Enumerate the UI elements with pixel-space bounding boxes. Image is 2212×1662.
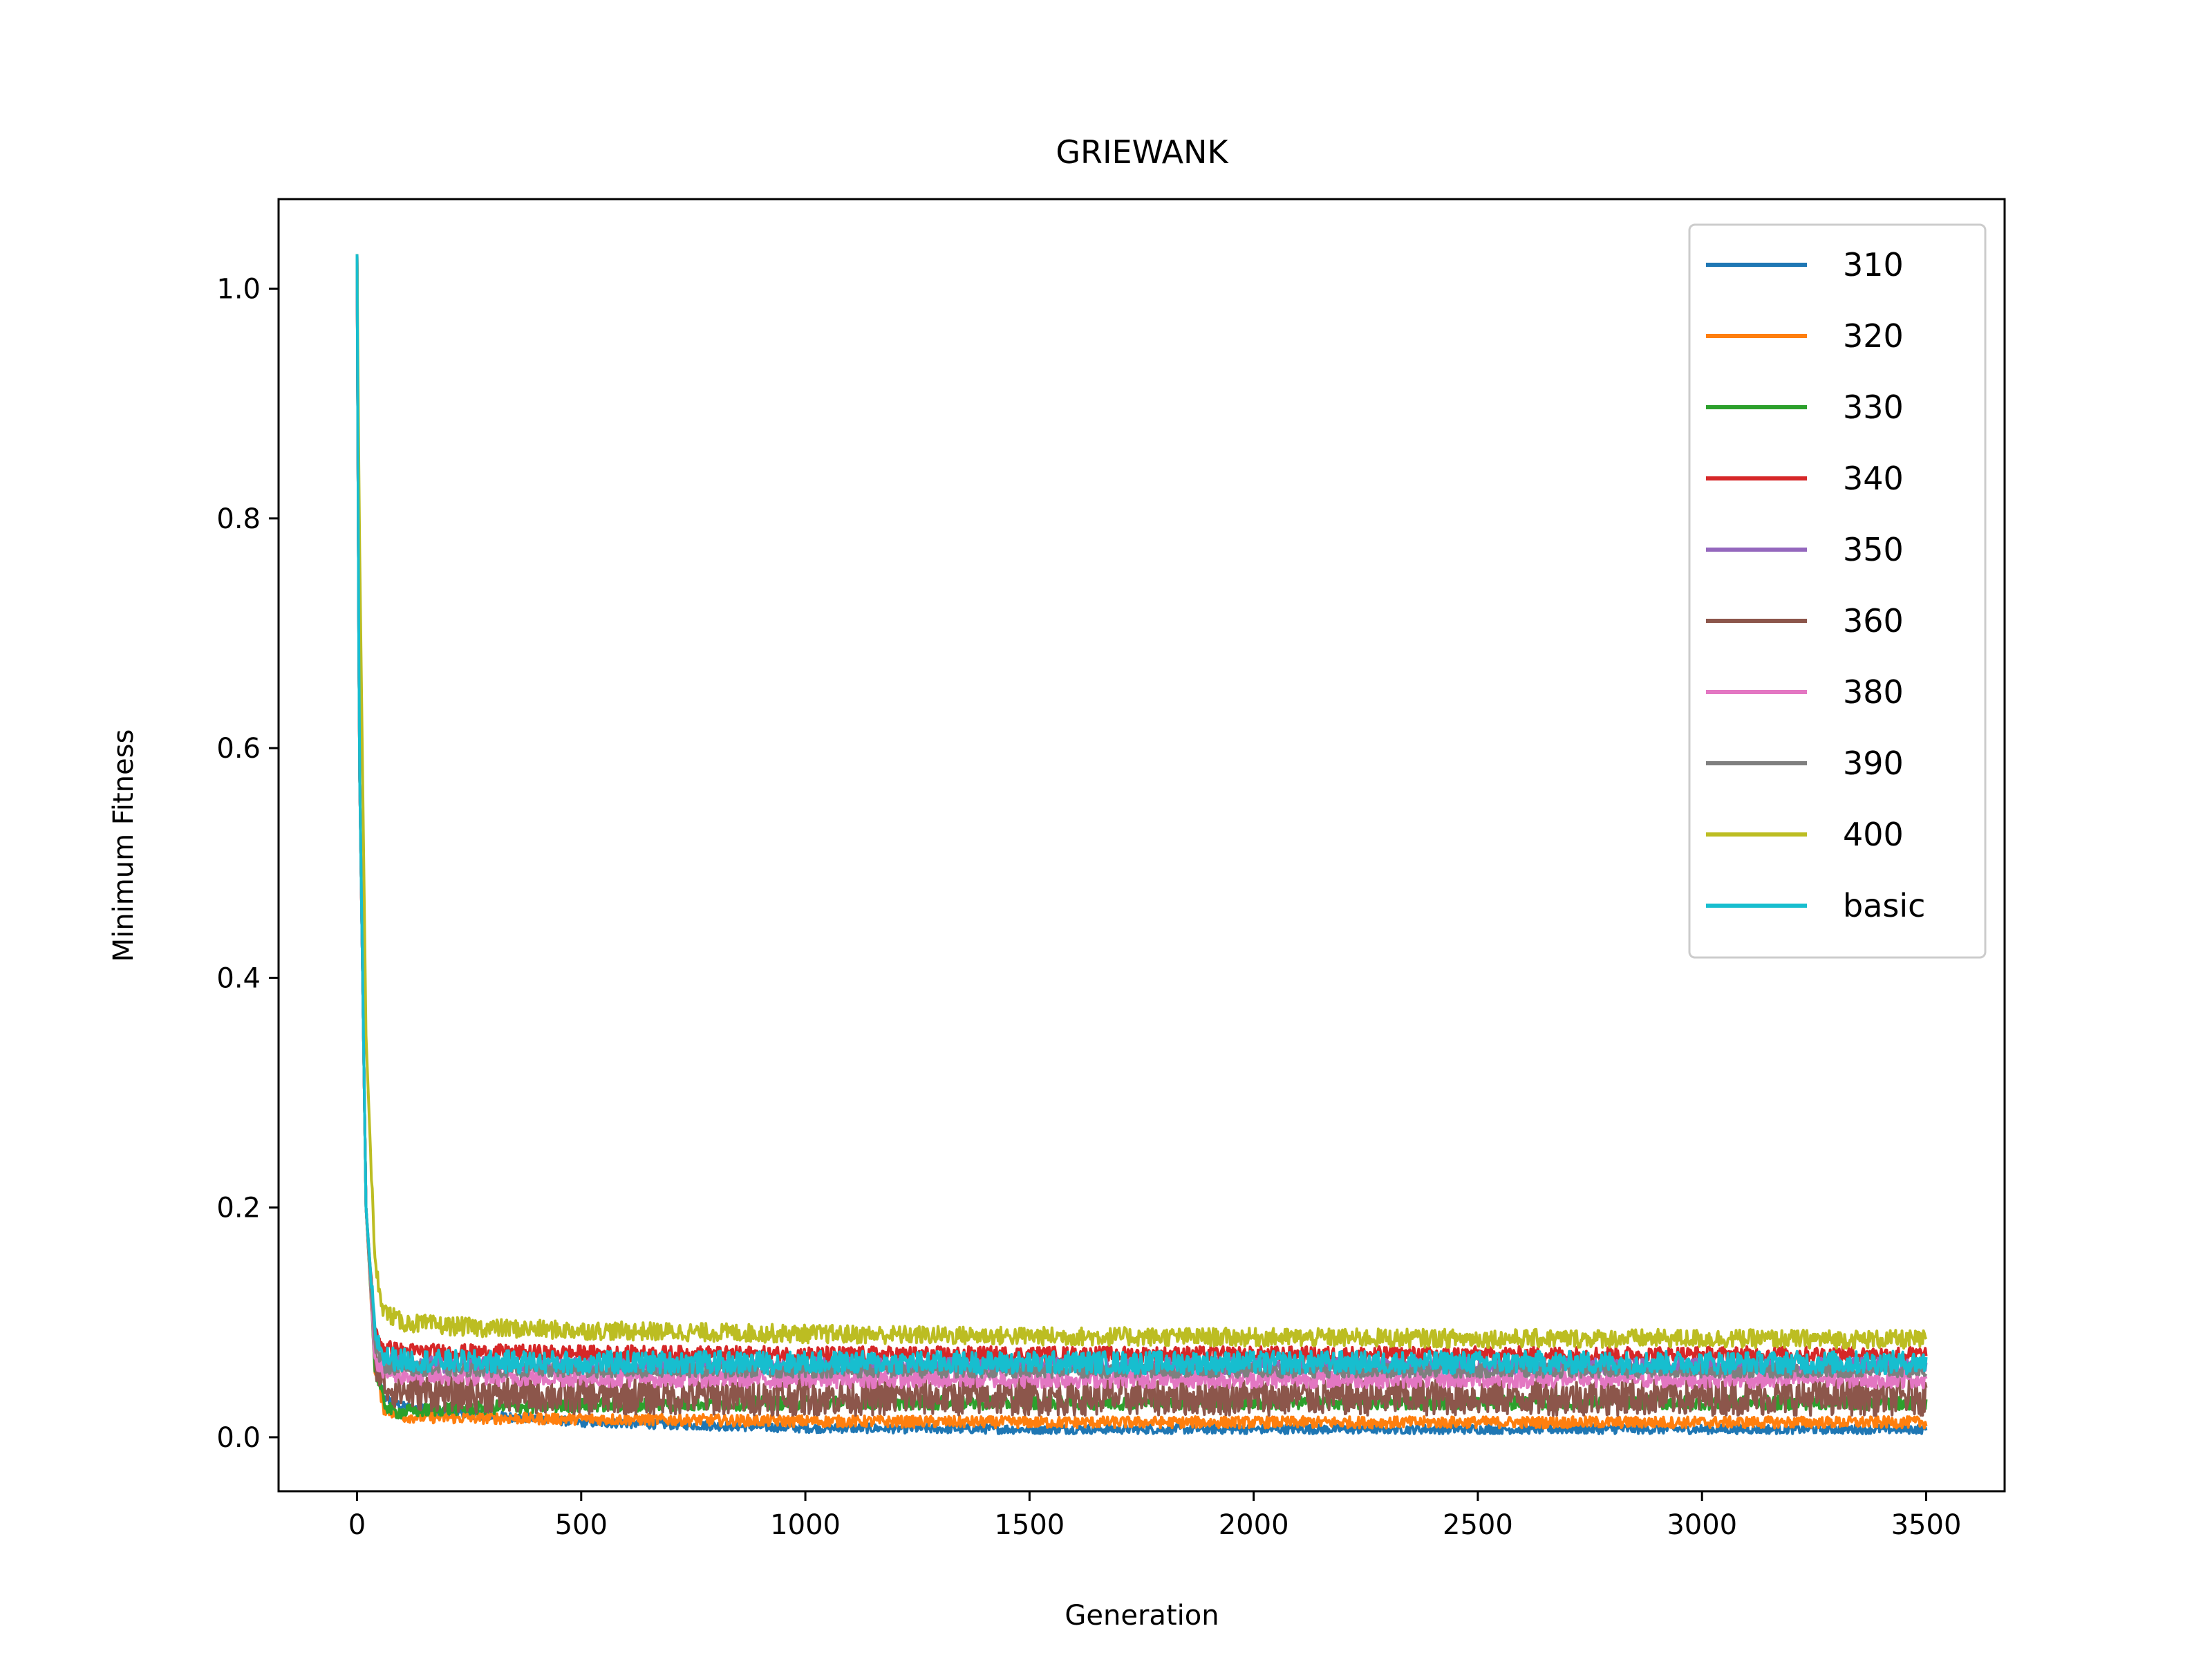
series-line-400	[355, 254, 1928, 1350]
x-tick-label: 1000	[770, 1509, 841, 1541]
legend-label-380: 380	[1843, 673, 1904, 711]
x-tick-label: 3000	[1667, 1509, 1737, 1541]
series-line-320	[355, 254, 1928, 1430]
plot-frame	[277, 198, 2006, 1493]
legend-label-350: 350	[1843, 531, 1904, 568]
y-axis-ticks: 0.0 0.2 0.4 0.6 0.8 1.0	[216, 274, 279, 1454]
x-tick-label: 0	[348, 1509, 366, 1541]
y-tick-label: 0.2	[216, 1193, 261, 1224]
x-tick-label: 500	[555, 1509, 608, 1541]
series-line-basic	[355, 254, 1928, 1376]
legend-label-310: 310	[1843, 246, 1904, 283]
legend-label-340: 340	[1843, 460, 1904, 497]
chart-title: GRIEWANK	[1056, 133, 1229, 171]
x-tick-label: 1500	[994, 1509, 1065, 1541]
series-layer	[355, 254, 1928, 1435]
legend-label-400: 400	[1843, 816, 1904, 853]
legend-label-basic: basic	[1843, 887, 1925, 924]
y-tick-label: 0.6	[216, 733, 261, 765]
legend-label-330: 330	[1843, 389, 1904, 426]
legend-label-360: 360	[1843, 602, 1904, 639]
x-tick-label: 2000	[1219, 1509, 1289, 1541]
legend-label-390: 390	[1843, 745, 1904, 782]
y-axis-label: Minimum Fitness	[108, 729, 140, 962]
x-tick-label: 3500	[1891, 1509, 1962, 1541]
y-tick-label: 0.4	[216, 962, 261, 994]
x-axis-label: Generation	[1065, 1600, 1219, 1632]
y-tick-label: 1.0	[216, 274, 261, 306]
y-tick-label: 0.0	[216, 1422, 261, 1454]
y-tick-label: 0.8	[216, 503, 261, 535]
legend: 310 320 330 340 350 360 380 390 400 basic	[1688, 223, 1987, 959]
x-tick-label: 2500	[1443, 1509, 1513, 1541]
x-axis-ticks: 0 500 1000 1500 2000 2500 3000 3500	[348, 1491, 1962, 1541]
legend-label-320: 320	[1843, 317, 1904, 355]
